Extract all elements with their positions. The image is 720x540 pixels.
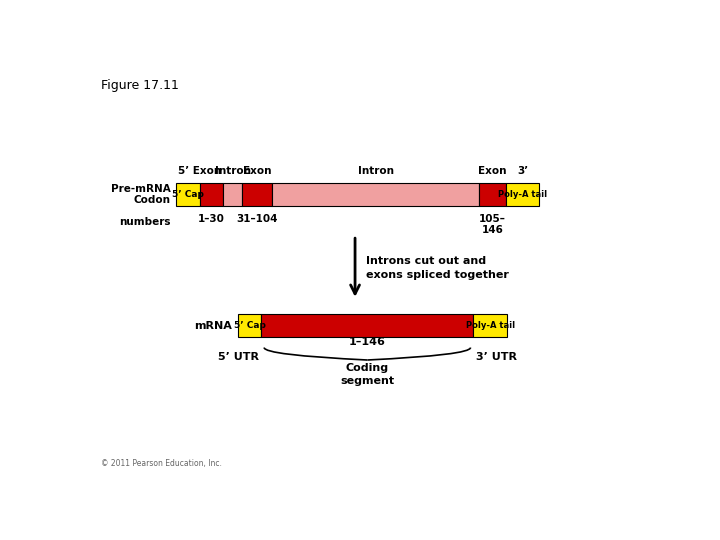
Text: 5’ UTR: 5’ UTR <box>217 352 258 362</box>
Text: 3’ UTR: 3’ UTR <box>476 352 517 362</box>
Bar <box>479 183 505 206</box>
Text: Introns cut out and: Introns cut out and <box>366 256 486 266</box>
Text: Intron: Intron <box>358 166 394 176</box>
Bar <box>505 183 539 206</box>
Bar <box>261 314 473 337</box>
Bar <box>176 183 200 206</box>
Text: 105–
146: 105– 146 <box>479 214 505 235</box>
Bar <box>473 314 507 337</box>
Bar <box>242 183 272 206</box>
Text: Figure 17.11: Figure 17.11 <box>101 79 179 92</box>
Text: 31–104: 31–104 <box>236 214 278 224</box>
Text: © 2011 Pearson Education, Inc.: © 2011 Pearson Education, Inc. <box>101 459 222 468</box>
Text: exons spliced together: exons spliced together <box>366 270 509 280</box>
Text: 3’: 3’ <box>517 166 528 176</box>
Text: numbers: numbers <box>120 217 171 227</box>
Text: 5’ Cap: 5’ Cap <box>234 321 266 330</box>
Text: Exon: Exon <box>243 166 271 176</box>
Text: 1–146: 1–146 <box>349 337 386 347</box>
Text: Codon: Codon <box>134 195 171 205</box>
Bar <box>200 183 223 206</box>
Text: 5’ Exon: 5’ Exon <box>179 166 222 176</box>
Text: 1–30: 1–30 <box>198 214 225 224</box>
Text: Poly-A tail: Poly-A tail <box>466 321 515 330</box>
Text: Pre-mRNA: Pre-mRNA <box>111 184 171 194</box>
Text: mRNA: mRNA <box>194 321 233 330</box>
Bar <box>238 314 261 337</box>
Text: Intron: Intron <box>215 166 251 176</box>
Text: 5’ Cap: 5’ Cap <box>172 190 204 199</box>
Text: Coding
segment: Coding segment <box>341 363 395 386</box>
Text: Poly-A tail: Poly-A tail <box>498 190 547 199</box>
Bar <box>223 183 242 206</box>
Bar <box>272 183 479 206</box>
Text: Exon: Exon <box>478 166 507 176</box>
